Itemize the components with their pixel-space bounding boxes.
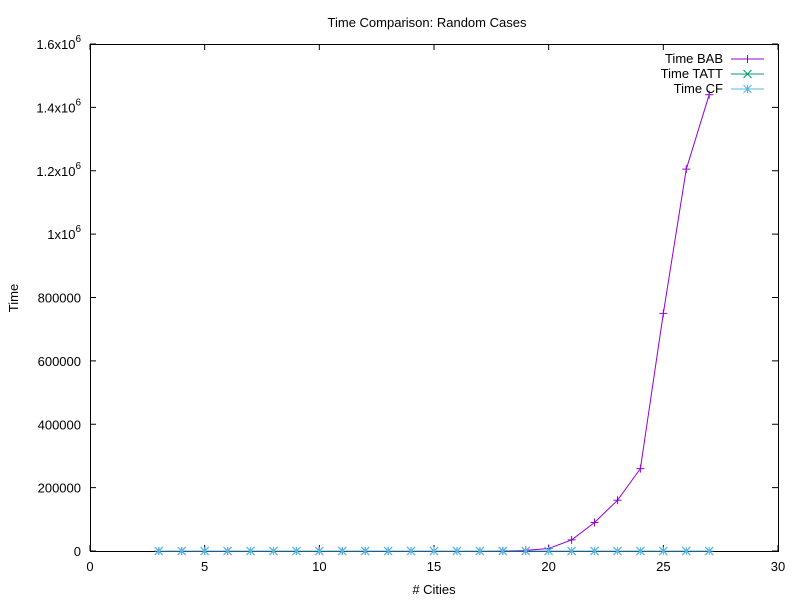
data-point [246,546,255,556]
y-tick-label-exponent: 6 [75,97,81,108]
x-tick-label: 15 [427,559,441,574]
data-point [314,546,324,556]
series-line [158,94,710,552]
x-tick-label: 5 [201,559,208,574]
y-tick-label: 1.2x106 [36,161,81,179]
x-tick-label: 10 [312,559,326,574]
y-tick-label-exponent: 6 [75,224,81,235]
y-tick-label: 200000 [38,481,81,496]
y-axis: 02000004000006000008000001x1061.2x1061.4… [36,34,778,559]
data-point [636,546,645,556]
data-point [337,546,347,556]
legend-marker [743,55,752,63]
y-tick-label: 800000 [38,291,81,306]
y-axis-label: Time [6,284,21,312]
x-tick-label: 30 [771,559,785,574]
legend-label: Time CF [674,81,723,96]
data-point [590,546,599,556]
data-point [659,309,668,318]
data-point [498,546,508,556]
legend-marker [743,69,752,79]
x-axis: 0 5 10 15 20 25 30 [86,44,785,574]
data-point [200,546,210,556]
data-point [292,546,301,556]
y-tick-label-base: 1x10 [47,227,75,242]
data-point [223,546,232,556]
data-point [567,535,576,544]
y-tick-label-exponent: 6 [75,161,81,172]
legend-label: Time TATT [661,66,723,81]
legend-marker [743,84,752,94]
data-point [360,546,370,556]
chart-title: Time Comparison: Random Cases [328,15,527,30]
y-tick-label: 1.6x106 [36,34,81,52]
y-tick-label-exponent: 6 [75,34,81,45]
x-tick-label: 0 [86,559,93,574]
data-point [383,546,393,556]
data-point [429,546,439,556]
x-tick-label: 20 [541,559,555,574]
y-tick-label: 600000 [38,354,81,369]
y-tick-label: 1x106 [47,224,81,242]
y-tick-label: 400000 [38,417,81,432]
y-tick-label-base: 1.2x10 [36,164,75,179]
data-point [705,90,714,99]
data-point [521,546,531,556]
data-point [406,546,416,556]
data-point [704,546,714,556]
series-0 [154,90,714,555]
y-tick-label: 1.4x106 [36,97,81,115]
data-point [636,464,645,473]
legend-label: Time BAB [665,51,723,66]
data-point [475,546,485,556]
x-tick-label: 25 [656,559,670,574]
data-point [613,496,622,505]
y-tick-label-base: 1.4x10 [36,100,75,115]
data-point [590,518,599,527]
y-tick-label: 0 [74,544,81,559]
data-point [681,546,691,556]
y-tick-label-base: 1.6x10 [36,37,75,52]
series-2 [154,546,714,556]
series-layer [154,90,714,556]
data-point [452,546,462,556]
data-point [682,165,691,174]
data-point [658,546,668,556]
x-axis-label: # Cities [412,582,456,597]
data-point [613,546,622,556]
plot-frame [90,44,779,552]
data-point [567,546,576,556]
data-point [154,546,164,556]
data-point [269,546,278,556]
data-point [177,546,187,556]
data-point [544,546,554,556]
